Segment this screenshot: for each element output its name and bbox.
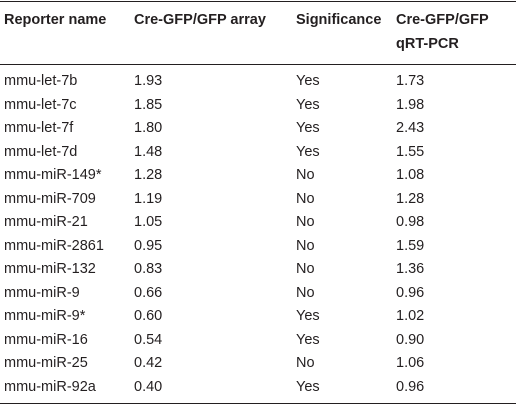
qrt-pcr-value-cell: 0.96 xyxy=(394,375,516,404)
reporter-name-cell: mmu-miR-2861 xyxy=(4,237,104,254)
reporter-name-cell: mmu-miR-132 xyxy=(4,261,96,277)
significance-cell: No xyxy=(296,355,315,371)
reporter-name-cell: mmu-miR-149* xyxy=(4,167,102,183)
qrt-pcr-value-cell: 1.02 xyxy=(396,308,425,324)
header-significance: Significance xyxy=(296,12,382,28)
reporter-table: Reporter name Cre-GFP/GFP array Signific… xyxy=(0,1,516,404)
array-value-cell: 0.54 xyxy=(134,331,163,348)
significance-cell: Yes xyxy=(296,73,320,89)
significance-cell: Yes xyxy=(296,308,320,324)
significance-cell: Yes xyxy=(296,331,320,348)
reporter-name-cell: mmu-let-7b xyxy=(4,73,78,89)
qrt-pcr-value-cell: 2.43 xyxy=(396,120,425,136)
table-body: mmu-let-7b 1.93 Yes 1.73 mmu-let-7c 1.85 Yes 1.… xyxy=(0,65,516,404)
qrt-pcr-value-cell: 1.59 xyxy=(396,237,425,254)
reporter-name-cell: mmu-miR-9* xyxy=(4,308,86,324)
array-value-cell: 1.19 xyxy=(134,190,163,207)
reporter-name-cell: mmu-let-7d xyxy=(4,143,78,160)
array-value-cell: 0.42 xyxy=(134,355,163,371)
array-value-cell: 0.66 xyxy=(134,284,163,301)
significance-cell: No xyxy=(296,237,315,254)
qrt-pcr-value-cell: 1.73 xyxy=(396,73,425,89)
qrt-pcr-value-cell: 0.90 xyxy=(396,331,425,348)
header-qrt-pcr-line1: Cre-GFP/GFP xyxy=(396,12,489,28)
qrt-pcr-value-cell: 1.55 xyxy=(396,143,425,160)
reporter-name-cell: mmu-miR-25 xyxy=(4,355,88,371)
significance-cell: No xyxy=(296,167,315,183)
qrt-pcr-value-cell: 1.08 xyxy=(396,167,425,183)
table-row: mmu-let-7f 1.80 Yes 2.43 xyxy=(0,117,516,141)
table-row: mmu-miR-25 0.42 No 1.06 xyxy=(0,352,516,376)
array-value-cell: 1.48 xyxy=(134,143,163,160)
table-row: mmu-let-7b 1.93 Yes 1.73 xyxy=(0,65,516,94)
reporter-name-cell: mmu-miR-16 xyxy=(4,331,88,348)
reporter-name-cell: mmu-miR-92a xyxy=(0,375,128,404)
qrt-pcr-value-cell: 1.98 xyxy=(396,96,425,113)
array-value-cell: 1.93 xyxy=(134,73,163,89)
table-row: mmu-let-7d 1.48 Yes 1.55 xyxy=(0,141,516,165)
significance-cell: Yes xyxy=(288,375,394,404)
array-value-cell: 0.83 xyxy=(134,261,163,277)
array-value-cell: 0.95 xyxy=(134,237,163,254)
table-row: mmu-miR-2861 0.95 No 1.59 xyxy=(0,235,516,259)
array-value-cell: 1.80 xyxy=(134,120,163,136)
reporter-name-cell: mmu-let-7f xyxy=(4,120,74,136)
array-value-cell: 1.05 xyxy=(134,214,163,230)
reporter-name-cell: mmu-let-7c xyxy=(4,96,77,113)
qrt-pcr-value-cell: 0.98 xyxy=(396,214,425,230)
table-row: mmu-miR-9 0.66 No 0.96 xyxy=(0,282,516,306)
table-row: mmu-let-7c 1.85 Yes 1.98 xyxy=(0,94,516,118)
table-row: mmu-miR-92a 0.40 Yes 0.96 xyxy=(0,375,516,404)
header-qrt-pcr: Cre-GFP/GFP qRT-PCR xyxy=(394,2,516,65)
qrt-pcr-value-cell: 1.28 xyxy=(396,190,425,207)
header-row: Reporter name Cre-GFP/GFP array Signific… xyxy=(0,1,516,65)
qrt-pcr-value-cell: 1.06 xyxy=(396,355,425,371)
qrt-pcr-value-cell: 0.96 xyxy=(396,284,425,301)
reporter-name-cell: mmu-miR-709 xyxy=(4,190,96,207)
reporter-name-cell: mmu-miR-9 xyxy=(4,284,80,301)
table-row: mmu-miR-9* 0.60 Yes 1.02 xyxy=(0,305,516,329)
reporter-name-cell: mmu-miR-21 xyxy=(4,214,88,230)
header-array: Cre-GFP/GFP array xyxy=(134,12,266,28)
table-header: Reporter name Cre-GFP/GFP array Signific… xyxy=(0,1,516,65)
table-row: mmu-miR-149* 1.28 No 1.08 xyxy=(0,164,516,188)
header-qrt-pcr-line2: qRT-PCR xyxy=(396,36,459,52)
significance-cell: No xyxy=(296,214,315,230)
array-value-cell: 0.40 xyxy=(128,375,288,404)
table-row: mmu-miR-132 0.83 No 1.36 xyxy=(0,258,516,282)
array-value-cell: 1.85 xyxy=(134,96,163,113)
table-row: mmu-miR-21 1.05 No 0.98 xyxy=(0,211,516,235)
significance-cell: Yes xyxy=(296,143,320,160)
array-value-cell: 1.28 xyxy=(134,167,163,183)
significance-cell: No xyxy=(296,284,315,301)
significance-cell: No xyxy=(296,190,315,207)
array-value-cell: 0.60 xyxy=(134,308,163,324)
header-reporter-name: Reporter name xyxy=(4,12,107,28)
significance-cell: No xyxy=(296,261,315,277)
table-row: mmu-miR-16 0.54 Yes 0.90 xyxy=(0,329,516,353)
table-row: mmu-miR-709 1.19 No 1.28 xyxy=(0,188,516,212)
significance-cell: Yes xyxy=(296,96,320,113)
significance-cell: Yes xyxy=(296,120,320,136)
qrt-pcr-value-cell: 1.36 xyxy=(396,261,425,277)
